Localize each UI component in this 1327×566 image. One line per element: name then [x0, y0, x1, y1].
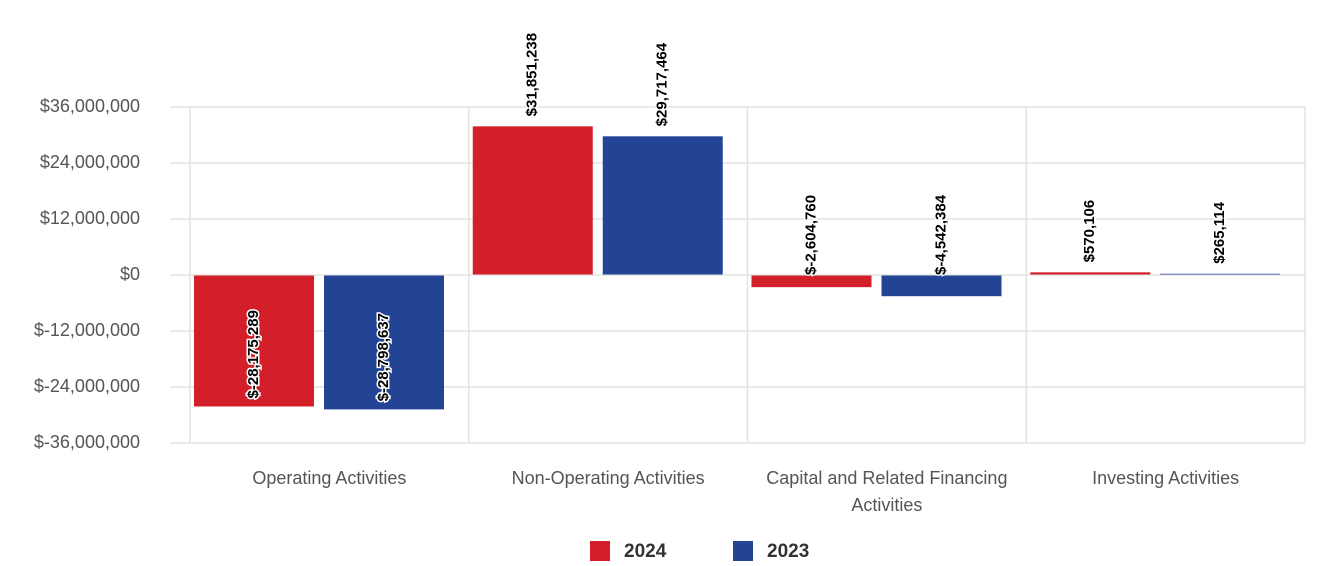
data-label: $31,851,238	[524, 33, 541, 116]
bar	[881, 275, 1002, 297]
legend-swatch	[733, 541, 753, 561]
legend-label: 2024	[624, 541, 667, 562]
legend-swatch	[590, 541, 610, 561]
y-tick-label: $-12,000,000	[34, 320, 140, 340]
data-label: $-28,175,289	[245, 310, 262, 398]
y-tick-label: $0	[120, 264, 140, 284]
bar	[602, 136, 723, 275]
y-tick-label: $12,000,000	[40, 208, 140, 228]
bar	[472, 126, 593, 275]
y-tick-label: $-24,000,000	[34, 376, 140, 396]
bar	[1030, 272, 1151, 275]
y-tick-label: $36,000,000	[40, 96, 140, 116]
x-tick-label: Operating Activities	[252, 468, 407, 488]
data-label: $570,106	[1081, 200, 1098, 263]
bar	[751, 275, 872, 288]
x-tick-label: Investing Activities	[1092, 468, 1240, 488]
data-label: $-4,542,384	[932, 194, 949, 275]
bar	[324, 275, 444, 410]
bar	[194, 275, 314, 407]
data-label: $-28,798,637	[375, 313, 392, 401]
data-label: $-2,604,760	[802, 195, 819, 275]
y-tick-label: $24,000,000	[40, 152, 140, 172]
x-tick-label: Capital and Related Financing Activities	[766, 468, 1008, 515]
legend-label: 2023	[767, 541, 809, 562]
x-tick-label: Non-Operating Activities	[511, 468, 705, 488]
bar	[1160, 273, 1281, 275]
y-tick-label: $-36,000,000	[34, 432, 140, 452]
data-label: $29,717,464	[654, 42, 671, 126]
data-label: $265,114	[1211, 201, 1228, 263]
